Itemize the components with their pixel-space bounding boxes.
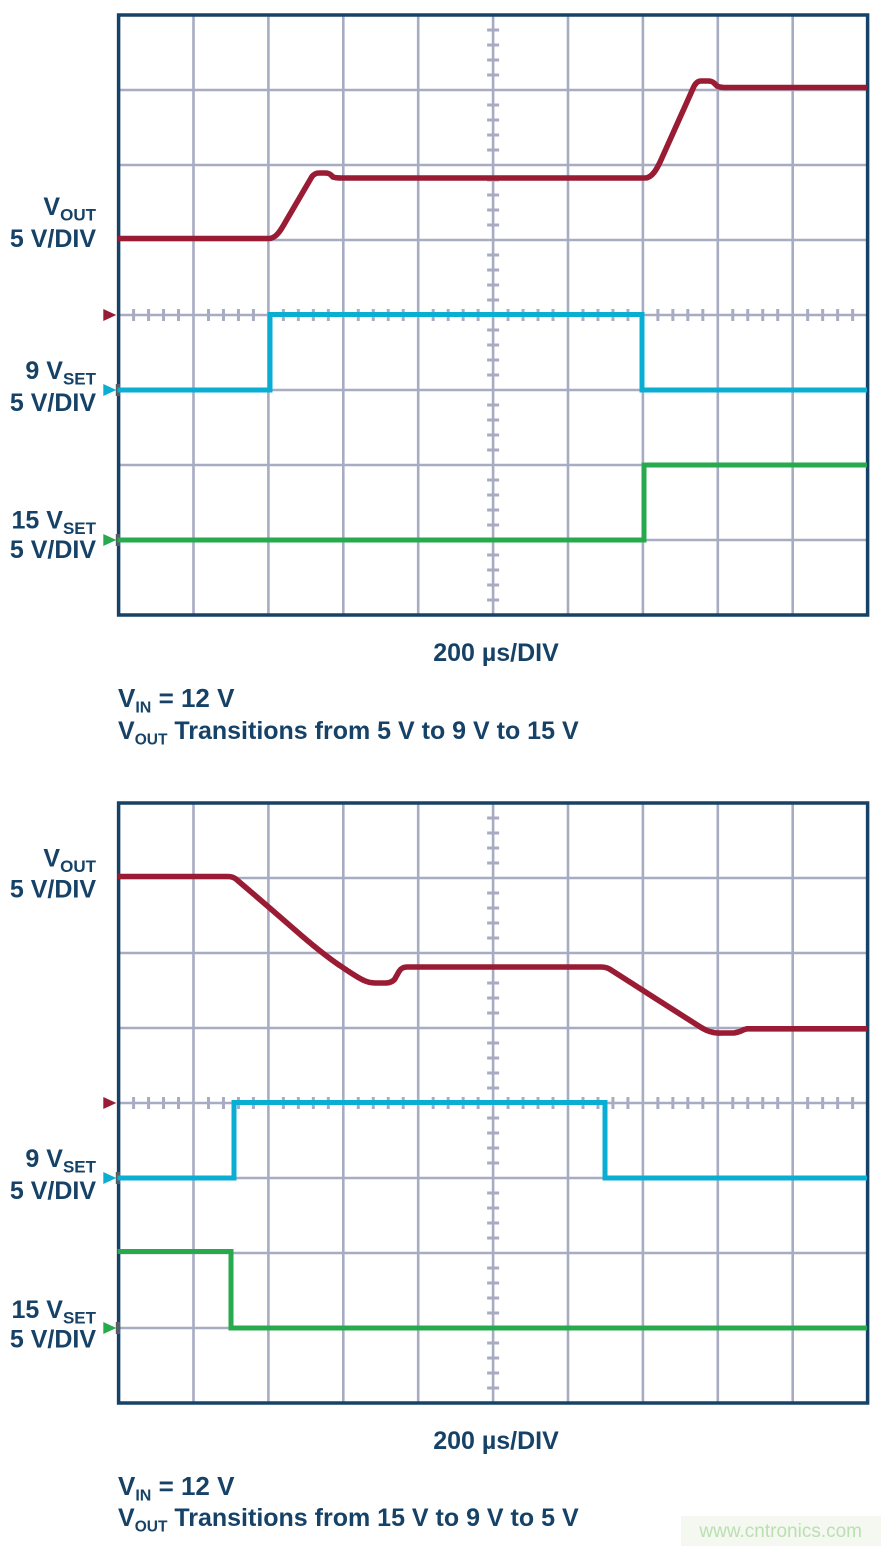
svg-text:VOUT Transitions from 5 V to 9: VOUT Transitions from 5 V to 9 V to 15 V [118,717,579,749]
svg-text:VOUT Transitions from 15 V to: VOUT Transitions from 15 V to 9 V to 5 V [118,1504,579,1536]
svg-text:5 V/DIV: 5 V/DIV [10,536,96,564]
svg-text:5 V/DIV: 5 V/DIV [10,876,96,904]
svg-text:5 V/DIV: 5 V/DIV [10,389,96,417]
svg-text:5 V/DIV: 5 V/DIV [10,225,96,253]
svg-text:VIN = 12 V: VIN = 12 V [118,1471,235,1505]
svg-text:5 V/DIV: 5 V/DIV [10,1326,96,1354]
svg-text:200 µs/DIV: 200 µs/DIV [433,639,559,667]
svg-text:5 V/DIV: 5 V/DIV [10,1177,96,1205]
svg-text:200 µs/DIV: 200 µs/DIV [433,1427,559,1455]
svg-text:www.cntronics.com: www.cntronics.com [698,1521,862,1542]
